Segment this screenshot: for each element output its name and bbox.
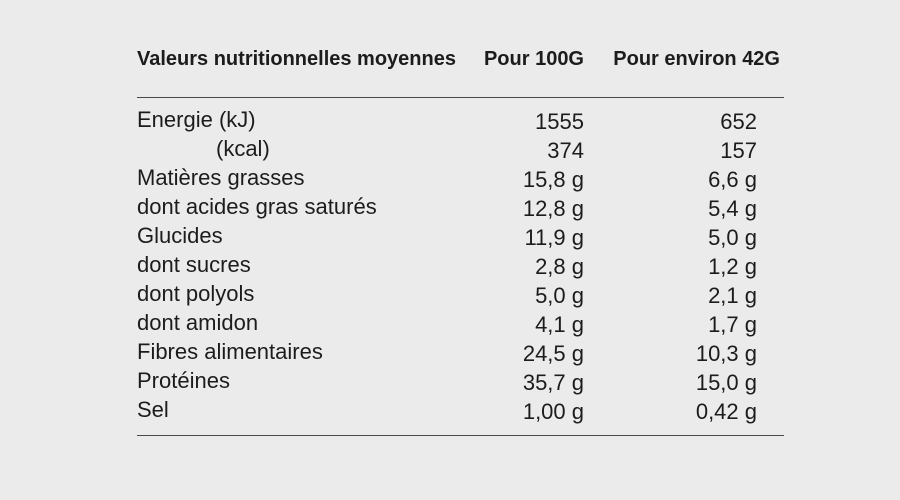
row-label: Fibres alimentaires: [137, 339, 323, 364]
row-label: Energie (kJ): [137, 107, 256, 132]
table-body: Energie (kJ) 1555 652 (kcal) 374 157 Mat…: [137, 105, 784, 424]
value-per-100g: 1555: [535, 109, 584, 134]
table-row: Glucides 11,9 g 5,0 g: [137, 221, 784, 250]
value-per-42g: 5,4 g: [708, 196, 757, 221]
value-per-100g: 24,5 g: [522, 341, 584, 366]
value-per-100g: 1,00 g: [522, 399, 584, 424]
bottom-rule: [137, 435, 784, 436]
table-header: Valeurs nutritionnelles moyennes Pour 10…: [137, 45, 784, 74]
value-per-42g: 10,3 g: [695, 341, 757, 366]
row-label: dont polyols: [137, 281, 255, 306]
column-header-title: Valeurs nutritionnelles moyennes: [137, 48, 456, 70]
value-per-100g: 11,9 g: [524, 225, 584, 250]
row-label: Glucides: [137, 223, 223, 248]
value-per-42g: 5,0 g: [708, 225, 757, 250]
table-row: Sel 1,00 g 0,42 g: [137, 395, 784, 424]
value-per-42g: 1,2 g: [708, 254, 757, 279]
header-divider-rule: [137, 97, 784, 98]
value-per-100g: 15,8 g: [522, 167, 584, 192]
value-per-100g: 12,8 g: [522, 196, 584, 221]
value-per-42g: 1,7 g: [708, 312, 757, 337]
row-label: (kcal): [216, 136, 270, 161]
table-row: Energie (kJ) 1555 652: [137, 105, 784, 134]
table-row: dont sucres 2,8 g 1,2 g: [137, 250, 784, 279]
row-label: dont acides gras saturés: [137, 194, 377, 219]
row-label: Matières grasses: [137, 165, 305, 190]
row-label: Protéines: [137, 368, 230, 393]
value-per-42g: 15,0 g: [695, 370, 757, 395]
table-row: Protéines 35,7 g 15,0 g: [137, 366, 784, 395]
table-row: dont acides gras saturés 12,8 g 5,4 g: [137, 192, 784, 221]
value-per-100g: 374: [547, 138, 584, 163]
table-row: (kcal) 374 157: [137, 134, 784, 163]
value-per-100g: 2,8 g: [535, 254, 584, 279]
row-label: Sel: [137, 397, 169, 422]
value-per-100g: 5,0 g: [535, 283, 584, 308]
table-row: Matières grasses 15,8 g 6,6 g: [137, 163, 784, 192]
value-per-42g: 2,1 g: [708, 283, 757, 308]
value-per-100g: 4,1 g: [535, 312, 584, 337]
column-header-per-100g: Pour 100G: [483, 48, 584, 70]
table-row: dont polyols 5,0 g 2,1 g: [137, 279, 784, 308]
row-label: dont sucres: [137, 252, 251, 277]
column-header-per-42g: Pour environ 42G: [613, 48, 780, 70]
value-per-42g: 652: [720, 109, 757, 134]
value-per-42g: 6,6 g: [708, 167, 757, 192]
row-label: dont amidon: [137, 310, 259, 335]
value-per-42g: 0,42 g: [695, 399, 757, 424]
nutrition-table: Valeurs nutritionnelles moyennes Pour 10…: [137, 0, 784, 436]
value-per-100g: 35,7 g: [522, 370, 584, 395]
table-row: dont amidon 4,1 g 1,7 g: [137, 308, 784, 337]
value-per-42g: 157: [720, 138, 757, 163]
table-row: Fibres alimentaires 24,5 g 10,3 g: [137, 337, 784, 366]
